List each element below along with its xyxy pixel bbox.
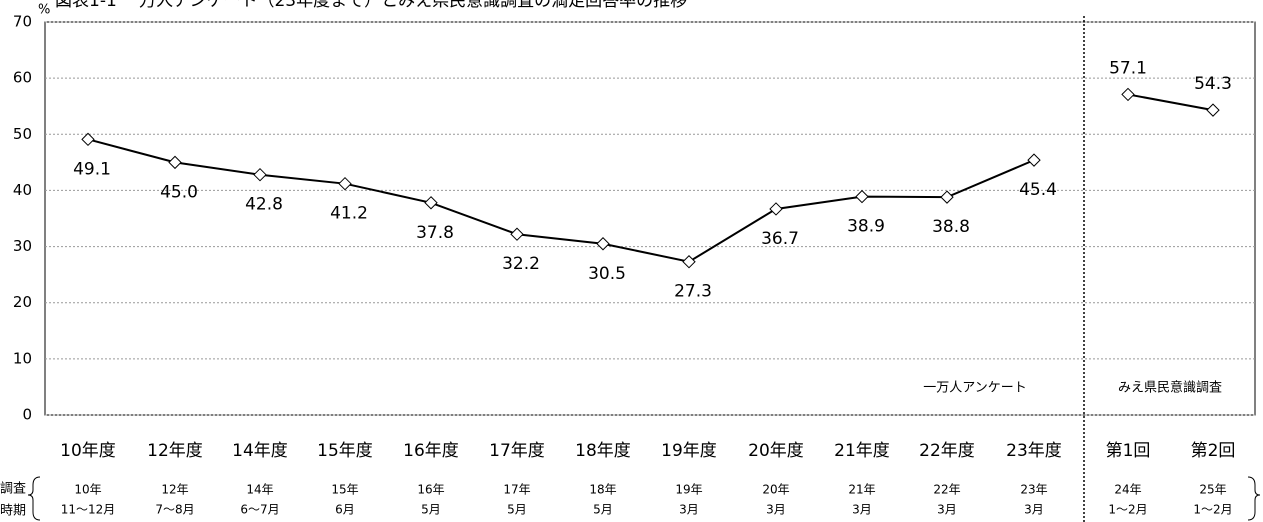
period: 25年 (1199, 483, 1226, 497)
right-brace (1247, 476, 1261, 521)
data-label: 30.5 (588, 264, 626, 284)
period: 7～8月 (155, 503, 194, 517)
period: 12年 (161, 483, 188, 497)
series-name: みえ県民意識調査 (1118, 380, 1222, 396)
data-label: 57.1 (1109, 58, 1147, 78)
data-label: 41.2 (330, 204, 368, 224)
data-label: 38.8 (932, 217, 970, 237)
period: 3月 (679, 503, 699, 517)
marker (769, 202, 783, 216)
data-label: 27.3 (674, 282, 712, 302)
period: 23年 (1020, 483, 1047, 497)
x-tick-label: 15年度 (317, 441, 373, 461)
chart-title: 図表1-1 一万人アンケート（23年度まで）とみえ県民意識調査の満足回答率の推移 (55, 0, 687, 11)
y-tick-label: 70 (13, 13, 32, 31)
x-tick-label: 12年度 (147, 441, 203, 461)
data-label: 37.8 (416, 223, 454, 243)
period-label: 調査 (0, 482, 26, 497)
x-tick-label: 21年度 (834, 441, 890, 461)
period: 3月 (766, 503, 786, 517)
period: 17年 (503, 483, 530, 497)
data-label: 36.7 (761, 229, 799, 249)
x-tick-label: 第1回 (1106, 441, 1151, 461)
y-tick-label: 20 (13, 293, 32, 311)
x-tick-label: 第2回 (1191, 441, 1236, 461)
x-tick-label: 16年度 (403, 441, 459, 461)
y-tick-label: 0 (22, 406, 32, 424)
marker (855, 189, 869, 204)
period: 5月 (507, 503, 527, 517)
marker (338, 176, 352, 191)
period: 16年 (417, 483, 444, 497)
data-label: 54.3 (1194, 74, 1232, 94)
y-tick-label: 50 (13, 125, 32, 143)
period: 20年 (762, 483, 789, 497)
marker (510, 227, 524, 241)
series-name: 一万人アンケート (923, 381, 1026, 396)
plot-frame (44, 21, 1256, 416)
period: 19年 (675, 483, 702, 497)
x-tick-label: 18年度 (575, 441, 631, 461)
y-unit: % (38, 3, 50, 18)
period: 5月 (593, 503, 613, 517)
period: 3月 (852, 503, 872, 517)
marker (940, 190, 954, 204)
marker (682, 255, 696, 269)
period: 3月 (1024, 503, 1044, 517)
marker (424, 196, 438, 210)
period: 21年 (848, 483, 875, 497)
data-label: 38.9 (847, 217, 885, 237)
data-label: 32.2 (502, 254, 540, 274)
period: 11～12月 (61, 503, 116, 517)
period: 6月 (335, 503, 355, 517)
y-tick-label: 40 (13, 181, 32, 199)
period: 24年 (1114, 483, 1141, 497)
period: 1～2月 (1108, 503, 1147, 517)
period: 3月 (937, 503, 957, 517)
marker (81, 132, 95, 147)
data-label: 45.4 (1019, 180, 1057, 200)
x-tick-label: 14年度 (232, 441, 288, 461)
data-label: 45.0 (160, 182, 198, 202)
period: 5月 (421, 503, 441, 517)
x-tick-label: 19年度 (661, 441, 717, 461)
marker (168, 155, 182, 170)
marker (596, 237, 610, 251)
marker (1206, 103, 1220, 117)
period: 14年 (246, 483, 273, 497)
period: 1～2月 (1193, 503, 1232, 517)
marker (1121, 87, 1135, 102)
x-tick-label: 17年度 (489, 441, 545, 461)
data-label: 49.1 (73, 159, 111, 179)
period-label: 時期 (0, 504, 26, 519)
period: 10年 (74, 483, 101, 497)
period: 22年 (933, 483, 960, 497)
period: 6～7月 (240, 503, 279, 517)
line (1127, 93, 1214, 112)
left-brace (27, 476, 41, 521)
line (87, 138, 1035, 263)
period: 15年 (331, 483, 358, 497)
x-tick-label: 20年度 (748, 441, 804, 461)
period: 18年 (589, 483, 616, 497)
x-tick-label: 23年度 (1006, 441, 1062, 461)
y-tick-label: 30 (13, 237, 32, 255)
x-tick-label: 10年度 (60, 441, 116, 461)
marker (1027, 153, 1041, 167)
marker (253, 168, 267, 182)
data-label: 42.8 (245, 195, 283, 215)
y-tick-label: 10 (13, 349, 32, 367)
x-tick-label: 22年度 (919, 441, 975, 461)
y-tick-label: 60 (13, 69, 32, 87)
